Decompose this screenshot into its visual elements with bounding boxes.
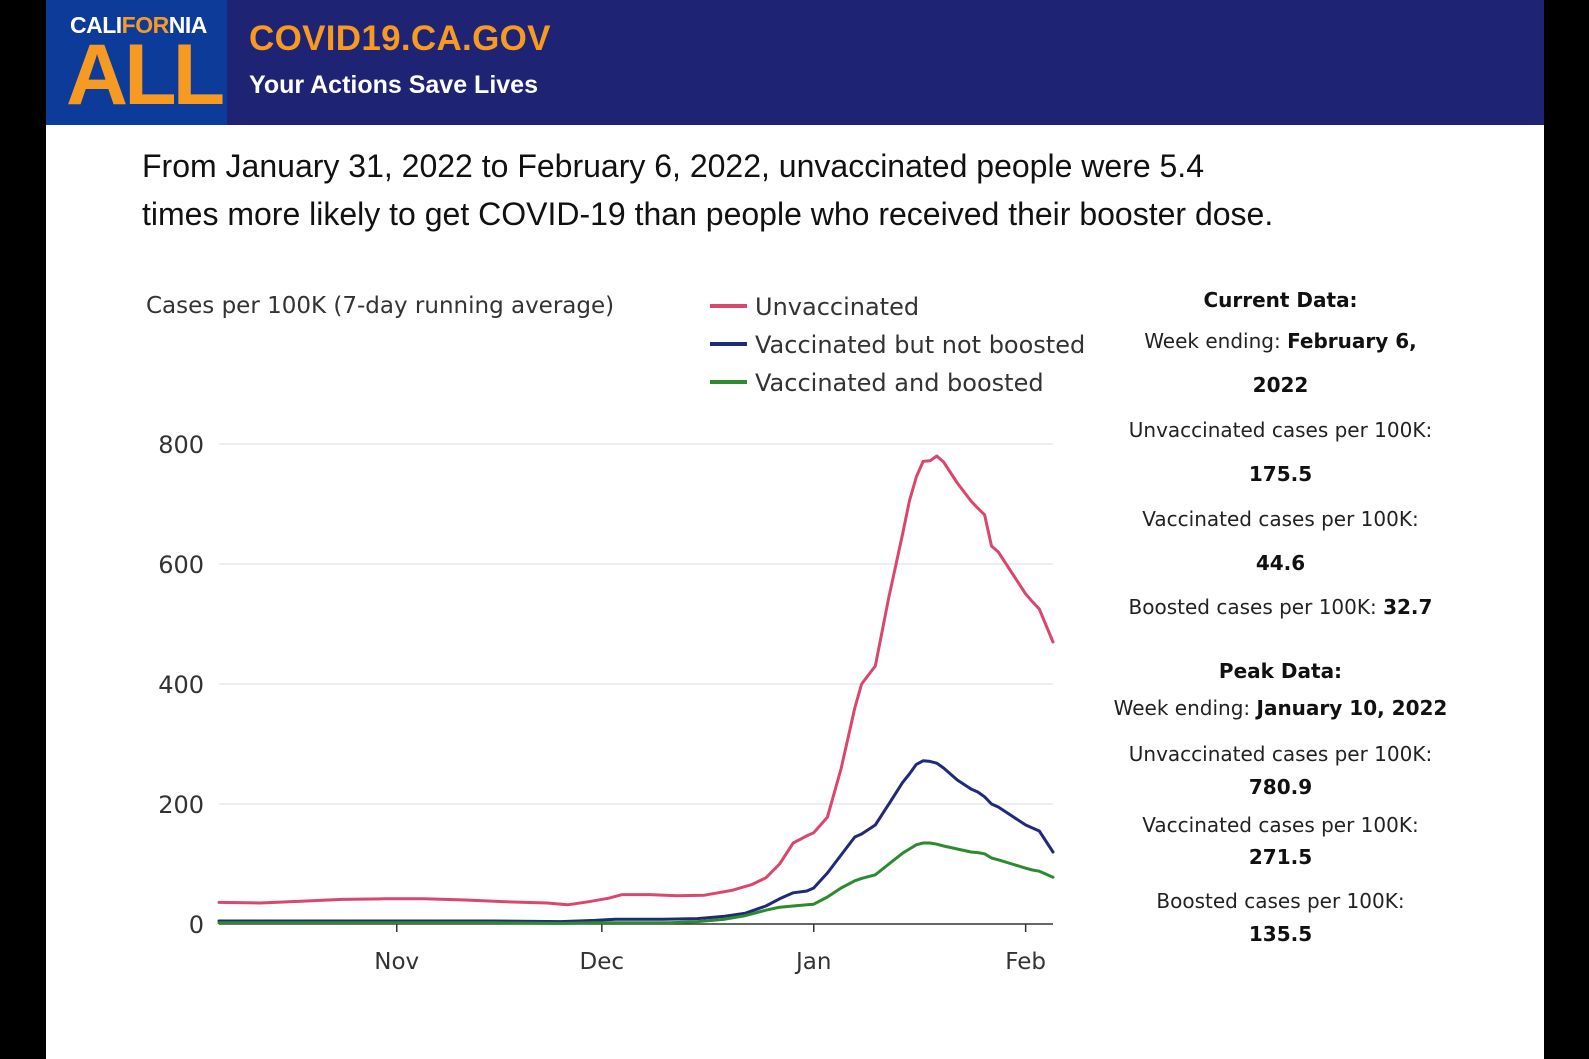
series-lines: [217, 454, 1055, 925]
peak-vax-value: 271.5: [1248, 845, 1313, 869]
current-data-heading: Current Data:: [1203, 288, 1358, 312]
peak-unvax-label: Unvaccinated cases per 100K:: [1128, 742, 1433, 766]
y-tick-labels: 0 200 400 600 800: [158, 431, 204, 939]
y-axis-label: Cases per 100K (7-day running average): [146, 293, 614, 319]
current-week: Week ending: February 6,: [1144, 329, 1417, 353]
current-vax-value: 44.6: [1255, 551, 1306, 575]
series-line-1: [217, 759, 1055, 924]
current-unvax-label: Unvaccinated cases per 100K:: [1128, 418, 1433, 442]
current-week-year: 2022: [1252, 373, 1309, 397]
gridlines: [219, 443, 1053, 925]
peak-boost-value: 135.5: [1248, 922, 1313, 946]
y-tick-label: 800: [158, 431, 204, 459]
x-tick-label: Nov: [374, 949, 419, 975]
peak-data-heading: Peak Data:: [1218, 659, 1343, 683]
headline-line-2: times more likely to get COVID-19 than p…: [142, 196, 1274, 232]
legend-item-vaccinated-boosted: Vaccinated and boosted: [710, 369, 1044, 397]
legend-label-vaccinated-not-boosted: Vaccinated but not boosted: [755, 331, 1086, 359]
legend-item-vaccinated-not-boosted: Vaccinated but not boosted: [710, 331, 1085, 359]
series-line-0: [217, 454, 1055, 907]
x-tick-labels: Nov Dec Jan Feb: [374, 924, 1046, 975]
peak-boost-label: Boosted cases per 100K:: [1156, 889, 1405, 913]
legend-item-unvaccinated: Unvaccinated: [710, 293, 919, 321]
legend-swatch-vaccinated-not-boosted: [710, 342, 747, 346]
tagline: Your Actions Save Lives: [249, 71, 538, 99]
y-tick-label: 200: [158, 791, 204, 819]
peak-week: Week ending: January 10, 2022: [1113, 696, 1448, 720]
current-boost: Boosted cases per 100K: 32.7: [1128, 595, 1433, 619]
legend-label-unvaccinated: Unvaccinated: [755, 293, 920, 321]
headline-line-1: From January 31, 2022 to February 6, 202…: [142, 148, 1204, 184]
current-unvax-value: 175.5: [1248, 462, 1313, 486]
x-tick-label: Dec: [580, 949, 625, 975]
legend-swatch-vaccinated-boosted: [710, 380, 747, 384]
site-name[interactable]: COVID19.CA.GOV: [249, 19, 551, 58]
legend-label-vaccinated-boosted: Vaccinated and boosted: [755, 369, 1044, 397]
series-line-2: [217, 841, 1055, 925]
headline: From January 31, 2022 to February 6, 202…: [142, 142, 1442, 238]
peak-vax-label: Vaccinated cases per 100K:: [1142, 813, 1419, 837]
california-all-logo[interactable]: CALIFORNIA ALL: [46, 0, 227, 125]
x-tick-label: Jan: [794, 949, 831, 975]
y-tick-label: 0: [189, 911, 204, 939]
logo-wordmark: CALIFORNIA: [70, 12, 207, 38]
logo-all-text: ALL: [66, 27, 225, 123]
y-tick-label: 400: [158, 671, 204, 699]
page: CALIFORNIA ALL COVID19.CA.GOV Your Actio…: [46, 0, 1544, 1059]
y-tick-label: 600: [158, 551, 204, 579]
site-header: CALIFORNIA ALL COVID19.CA.GOV Your Actio…: [46, 0, 1544, 125]
x-tick-label: Feb: [1005, 949, 1046, 975]
peak-unvax-value: 780.9: [1248, 775, 1313, 799]
current-vax-label: Vaccinated cases per 100K:: [1142, 507, 1419, 531]
cases-line-chart: Cases per 100K (7-day running average) 0…: [146, 293, 1055, 975]
legend-swatch-unvaccinated: [710, 304, 747, 308]
